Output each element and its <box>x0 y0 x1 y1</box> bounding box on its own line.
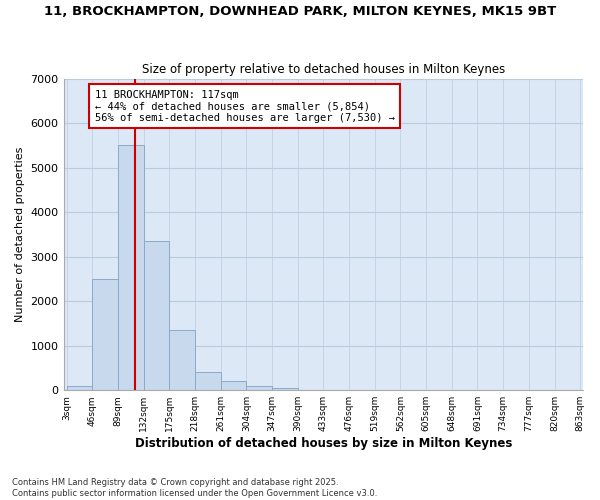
Bar <box>221 382 247 390</box>
Bar <box>92 279 118 390</box>
Bar <box>195 372 221 390</box>
Title: Size of property relative to detached houses in Milton Keynes: Size of property relative to detached ho… <box>142 63 505 76</box>
Bar <box>67 386 92 390</box>
Bar <box>272 388 298 390</box>
Bar <box>247 386 272 390</box>
Text: Contains HM Land Registry data © Crown copyright and database right 2025.
Contai: Contains HM Land Registry data © Crown c… <box>12 478 377 498</box>
Text: 11 BROCKHAMPTON: 117sqm
← 44% of detached houses are smaller (5,854)
56% of semi: 11 BROCKHAMPTON: 117sqm ← 44% of detache… <box>95 90 395 123</box>
Y-axis label: Number of detached properties: Number of detached properties <box>15 146 25 322</box>
Bar <box>118 146 143 390</box>
Text: 11, BROCKHAMPTON, DOWNHEAD PARK, MILTON KEYNES, MK15 9BT: 11, BROCKHAMPTON, DOWNHEAD PARK, MILTON … <box>44 5 556 18</box>
Bar <box>143 241 169 390</box>
Bar <box>169 330 195 390</box>
X-axis label: Distribution of detached houses by size in Milton Keynes: Distribution of detached houses by size … <box>134 437 512 450</box>
